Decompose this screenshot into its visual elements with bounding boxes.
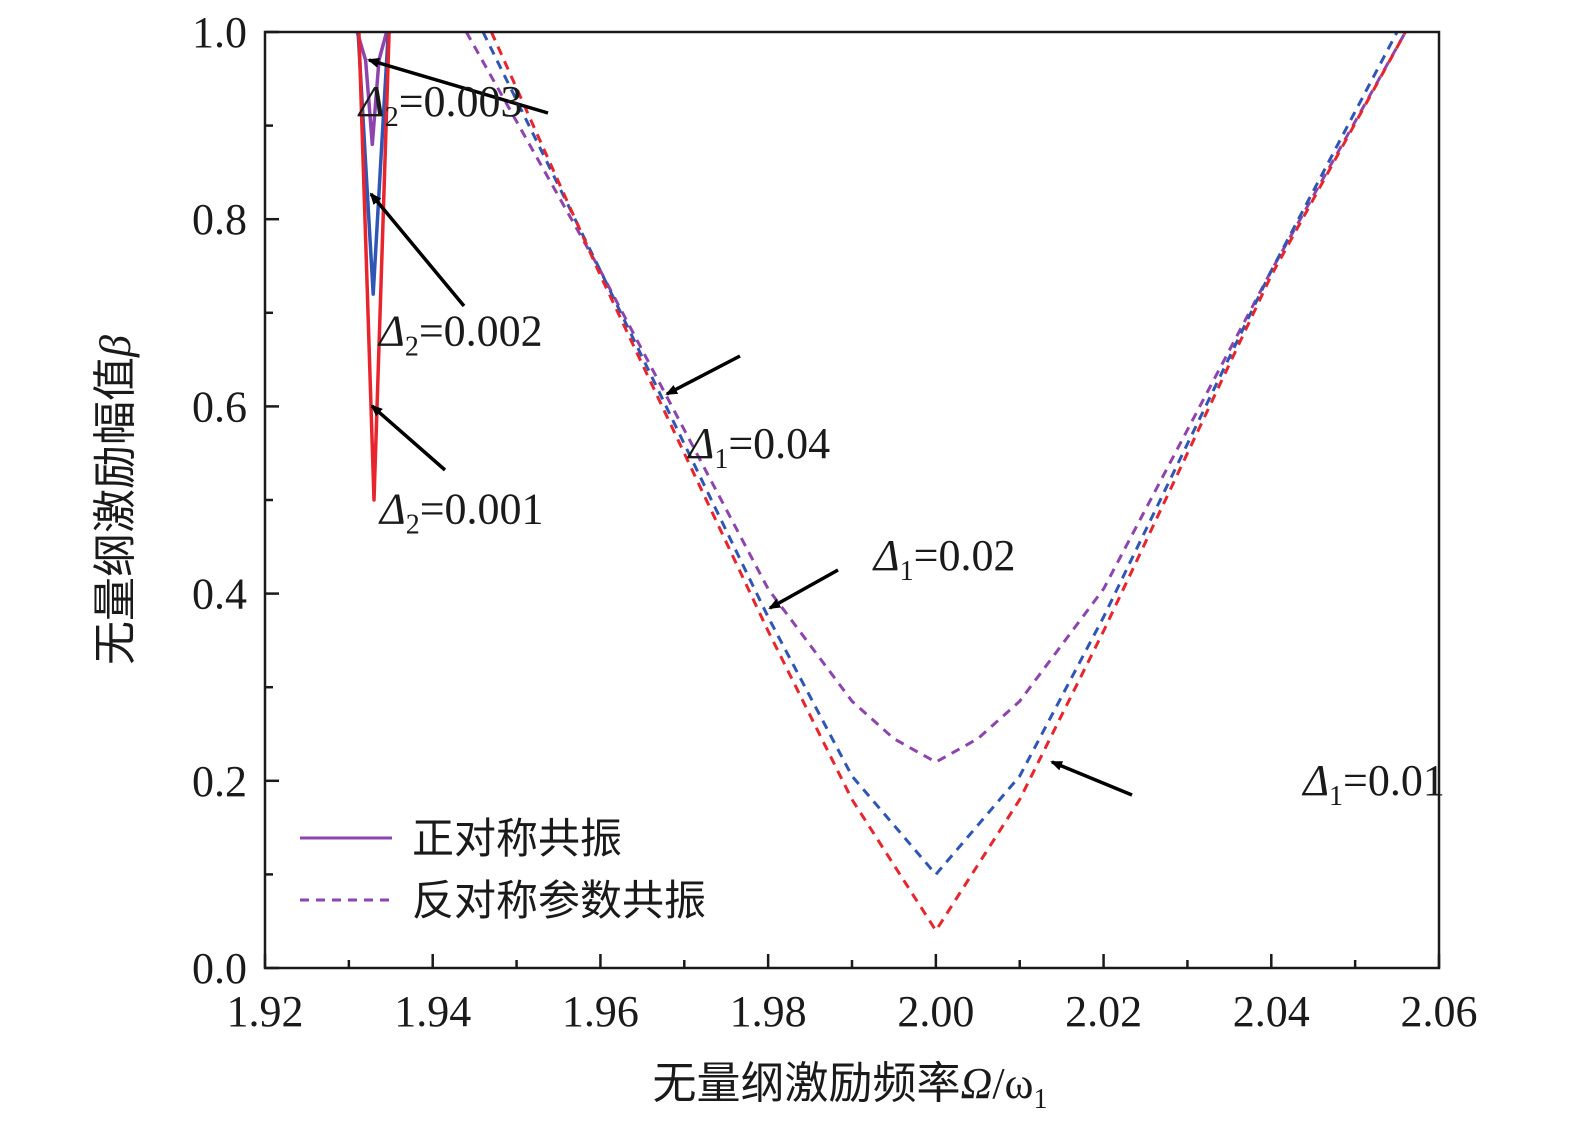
arrow-delta1-002 <box>768 568 839 610</box>
arrow-delta1-001 <box>1050 760 1133 797</box>
y-tick-label: 0.2 <box>192 757 247 806</box>
series-layer <box>355 32 1407 933</box>
x-tick-label: 1.92 <box>227 987 304 1036</box>
annotation-arrows <box>367 58 1133 797</box>
legend-label-solid: 正对称共振 <box>412 817 622 863</box>
y-tick-label: 0.4 <box>192 570 247 619</box>
y-tick-label: 0.8 <box>192 195 247 244</box>
annotation-delta2-0003: Δ2=0.003 <box>357 77 523 133</box>
x-tick-label: 2.06 <box>1401 987 1478 1036</box>
annotation-delta2-0002: Δ2=0.002 <box>377 307 543 363</box>
x-tick-label: 1.98 <box>730 987 807 1036</box>
annotation-delta1-001: Δ1=0.01 <box>1301 756 1445 812</box>
annotation-delta1-004: Δ1=0.04 <box>687 419 831 475</box>
series-line-6 <box>490 32 1407 933</box>
series-line-3 <box>357 32 391 502</box>
annotation-delta1-002: Δ1=0.02 <box>872 531 1016 587</box>
x-tick-label: 2.02 <box>1065 987 1142 1036</box>
arrow-delta2-0001 <box>370 404 447 472</box>
arrow-delta2-0002 <box>369 192 466 308</box>
arrow-delta1-004 <box>665 354 741 396</box>
annotation-delta2-0001: Δ2=0.001 <box>378 484 544 540</box>
x-tick-label: 2.04 <box>1233 987 1310 1036</box>
series-line-4 <box>464 32 1407 764</box>
legend: 正对称共振 反对称参数共振 <box>300 817 706 925</box>
legend-label-dashed: 反对称参数共振 <box>412 878 706 925</box>
y-tick-label: 1.0 <box>192 8 247 57</box>
annotations: Δ2=0.003 Δ2=0.002 Δ2=0.001 Δ1=0.04 Δ1=0.02 Δ1… <box>357 77 1445 812</box>
axis-tick-labels: 1.92 1.94 1.96 1.98 2.00 2.02 2.04 2.06 0.0 0.2 0.… <box>192 8 1478 1036</box>
x-tick-label: 2.00 <box>897 987 974 1036</box>
y-tick-label: 0.6 <box>192 382 247 431</box>
x-tick-label: 1.94 <box>394 987 471 1036</box>
y-axis-title: 无量纲激励幅值β <box>91 335 140 665</box>
series-line-1 <box>355 32 389 147</box>
y-tick-label: 0.0 <box>192 944 247 993</box>
axis-ticks <box>263 30 1441 970</box>
x-axis-title: 无量纲激励频率Ω/ω1 <box>652 1059 1047 1115</box>
series-line-5 <box>481 32 1399 876</box>
arrow-delta2-0003 <box>367 58 549 115</box>
x-tick-label: 1.96 <box>562 987 639 1036</box>
